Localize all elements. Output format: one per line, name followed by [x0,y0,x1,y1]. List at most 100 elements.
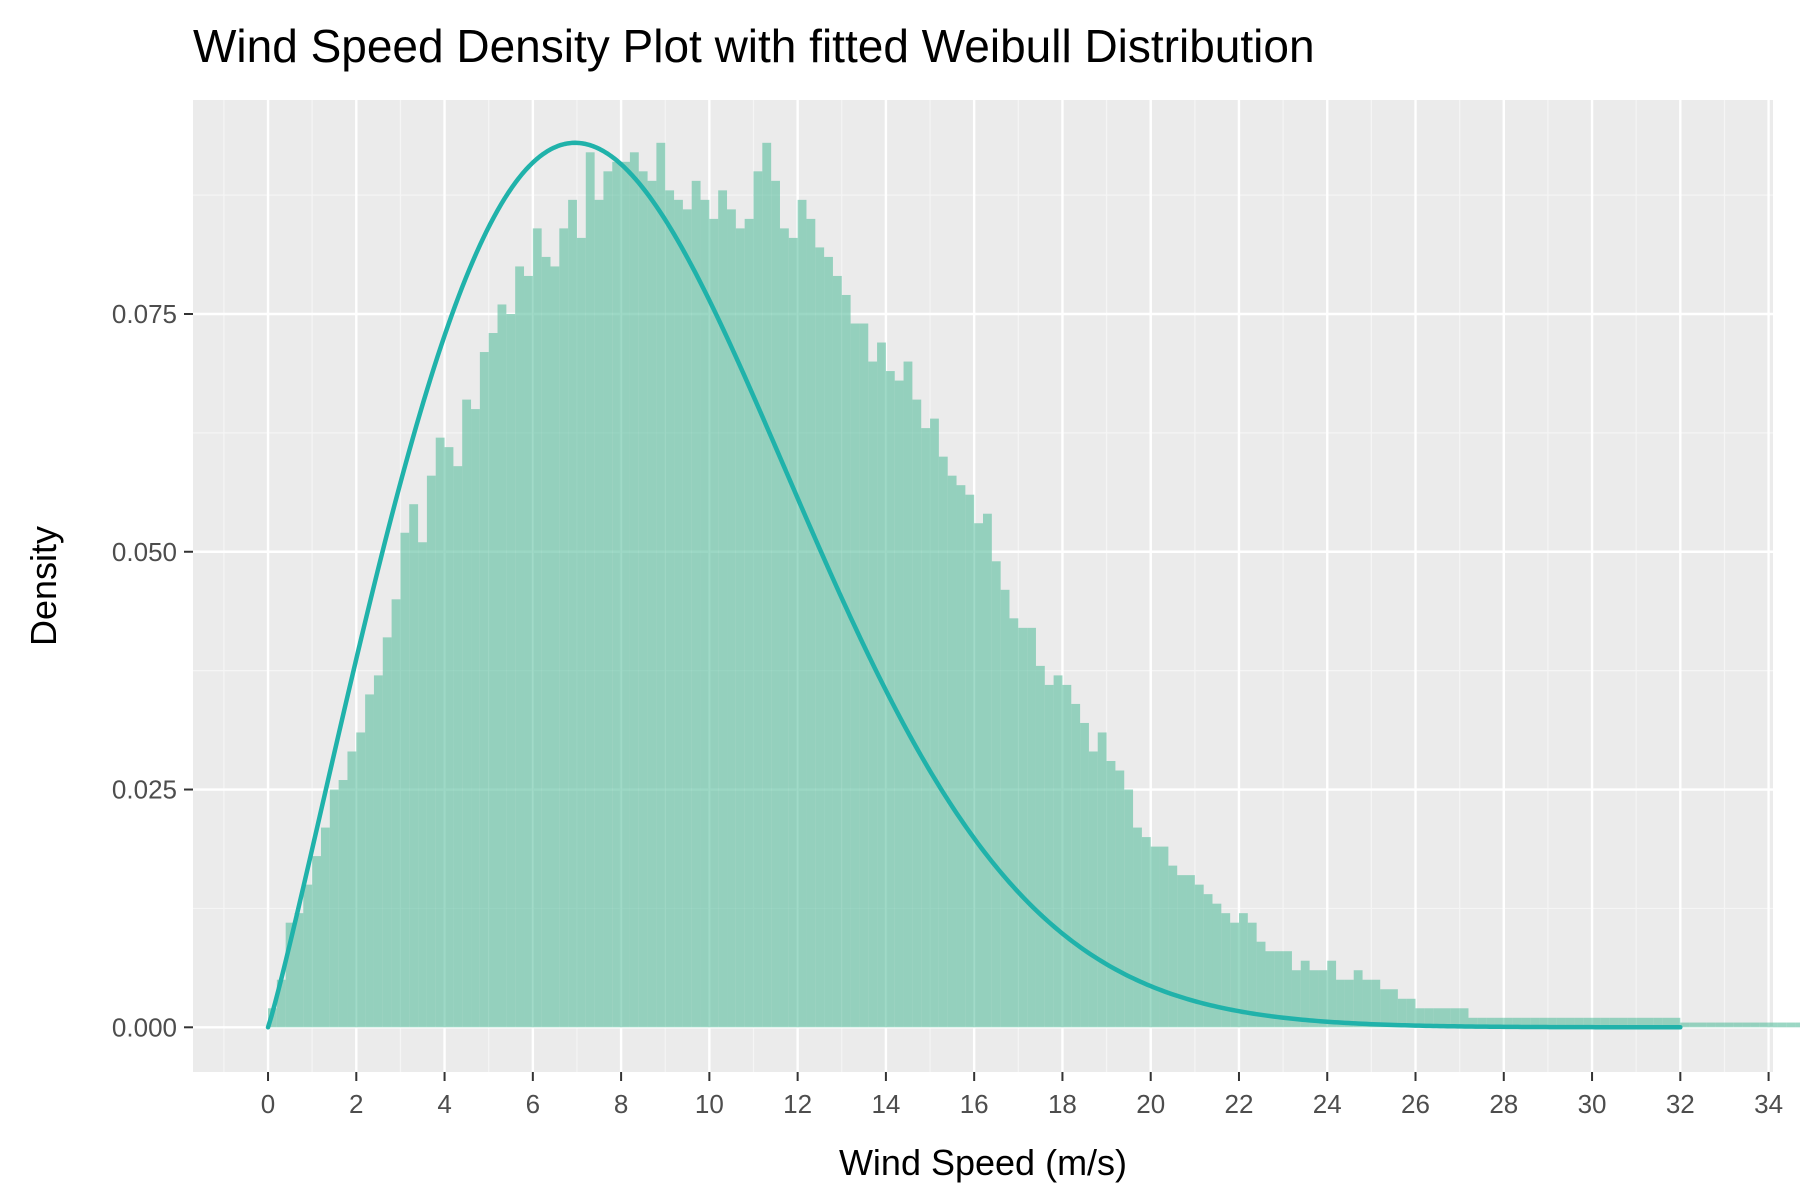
weibull-curve [265,140,1683,1030]
y-tick-label: 0.000 [112,1012,177,1042]
histogram-bar [868,361,878,1028]
histogram-bar [1689,1022,1698,1028]
histogram-bar [382,637,392,1028]
histogram-bar [1697,1022,1707,1028]
histogram-bar [974,523,983,1028]
x-tick-label: 2 [349,1089,363,1119]
histogram-bar [1247,922,1257,1028]
histogram-bar [1724,1022,1734,1028]
histogram-bar [1759,1022,1769,1028]
histogram-bar [965,494,975,1028]
histogram-bar [1795,1022,1800,1028]
histogram-bar [1018,627,1028,1028]
histogram-bar [1353,970,1363,1028]
histogram-bar [276,979,286,1028]
histogram-bar [1071,703,1081,1028]
histogram-bar [938,456,948,1028]
histogram-bar [1494,1017,1504,1028]
histogram-bar [1168,865,1178,1028]
histogram-bar [1486,1017,1495,1028]
histogram-bar [1547,1017,1557,1028]
x-tick-label: 18 [1048,1089,1077,1119]
histogram-bar [894,380,904,1028]
histogram-bar [700,199,710,1028]
histogram-bar [806,218,816,1028]
histogram-bar [1680,1022,1690,1028]
histogram-bar [983,513,992,1028]
x-tick-label: 10 [695,1089,724,1119]
histogram-bar [1574,1017,1584,1028]
histogram-bar [1044,684,1054,1028]
histogram-bar [1177,875,1187,1028]
histogram-bar [1336,979,1345,1028]
histogram-bar [930,418,939,1028]
histogram-bar [709,218,719,1028]
histogram-bar [559,228,569,1028]
histogram-bar [1521,1017,1531,1028]
histogram-bar [850,323,860,1028]
histogram-bar [1733,1022,1743,1028]
histogram-bar [400,532,410,1028]
histogram-bar [859,323,869,1028]
histogram-bar [753,171,763,1028]
histogram-bar [1062,684,1072,1028]
histogram-bar [1371,979,1381,1028]
histogram-bar [453,466,463,1028]
histogram-bar [1768,1022,1778,1028]
y-axis-ticks: 0.000 0.025 0.050 0.075 [112,299,193,1042]
histogram-bar [841,294,851,1028]
histogram-bar [391,599,401,1028]
histogram-bar [1124,789,1134,1028]
histogram-bar [541,256,551,1028]
histogram-bar [488,333,498,1028]
histogram-bar [1397,998,1407,1028]
histogram-bar [1777,1022,1787,1028]
histogram-bar [727,209,736,1028]
histogram-bar [1221,913,1231,1028]
histogram-bar [1035,665,1045,1028]
histogram-bar [612,161,622,1028]
histogram-bar [682,209,692,1028]
histogram-bar [638,171,648,1028]
histogram-bar [444,447,454,1028]
histogram-bar [1318,970,1328,1028]
histogram-bar [1503,1017,1513,1028]
histogram-bar [629,152,639,1028]
histogram-bar [550,266,560,1028]
histogram-bar [797,199,807,1028]
histogram-bar [1389,989,1398,1028]
histogram-bar [1715,1022,1725,1028]
histogram-bar [744,218,754,1028]
x-tick-label: 22 [1225,1089,1254,1119]
histogram-bar [568,199,577,1028]
histogram-bar [1009,618,1019,1028]
histogram-bar [1512,1017,1522,1028]
histogram-bar [779,228,789,1028]
histogram-bar [947,475,957,1028]
histogram-bar [585,152,595,1028]
histogram-bar [1662,1017,1672,1028]
histogram-bar [921,428,931,1028]
histogram-bar [1344,979,1354,1028]
x-tick-label: 4 [437,1089,451,1119]
histogram-bar [912,399,922,1028]
x-tick-label: 32 [1666,1089,1695,1119]
histogram-bar [532,228,542,1028]
histogram-bar [1477,1017,1487,1028]
histogram-bar [1080,722,1089,1028]
histogram-bar [718,190,728,1028]
histogram-bar [1645,1017,1654,1028]
histogram-bar [524,275,533,1028]
histogram-bar [338,780,348,1028]
histogram-bar [1600,1017,1610,1028]
histogram-bar [1750,1022,1760,1028]
histogram-bar [1265,951,1275,1028]
histogram-bar [1609,1017,1619,1028]
histogram-bar [1106,760,1116,1028]
histogram-bar [1212,903,1222,1028]
x-axis-title: Wind Speed (m/s) [839,1142,1127,1183]
histogram-bar [1309,970,1319,1028]
histogram-bar [1786,1022,1796,1028]
histogram-bar [347,751,357,1028]
